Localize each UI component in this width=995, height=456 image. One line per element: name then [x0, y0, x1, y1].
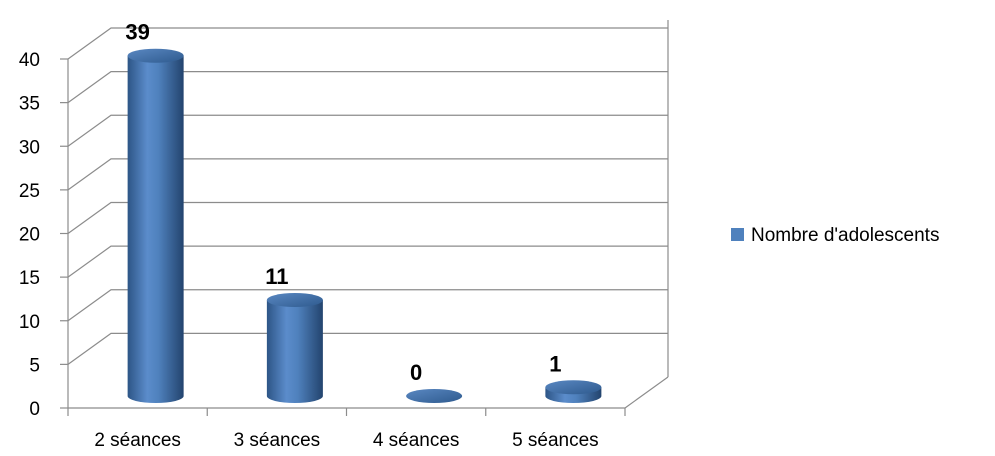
bar-top: [266, 293, 323, 308]
y-tick-label: 5: [29, 355, 40, 376]
legend-swatch: [731, 228, 744, 241]
bar: [406, 389, 463, 403]
category-label: 4 séances: [373, 430, 460, 451]
legend: Nombre d'adolescents: [731, 225, 939, 246]
gridline: [67, 27, 668, 60]
gridline: [67, 71, 668, 104]
plot-walls: [67, 20, 669, 416]
y-tick-label: 15: [19, 268, 40, 289]
y-axis-tick-labels: 0 5 10 15 20 25 30 35 40: [19, 50, 68, 420]
category-label: 3 séances: [234, 430, 321, 451]
gridline: [67, 114, 668, 147]
category-label: 2 séances: [94, 430, 181, 451]
bar-top: [545, 380, 602, 395]
data-label: 11: [265, 264, 288, 289]
gridline: [67, 158, 668, 191]
gridlines: [67, 27, 668, 365]
y-tick-label: 10: [19, 312, 40, 333]
legend-entry: Nombre d'adolescents: [751, 225, 939, 246]
bar-body: [266, 300, 323, 403]
category-label: 5 séances: [512, 430, 599, 451]
data-labels: 39 11 0 1: [125, 20, 561, 385]
data-label: 39: [125, 20, 149, 45]
y-tick-label: 30: [19, 137, 40, 158]
y-tick-label: 25: [19, 181, 40, 202]
y-tick-label: 40: [19, 50, 40, 71]
gridline: [67, 201, 668, 234]
data-label: 0: [410, 360, 422, 385]
x-axis-ticks: [67, 408, 626, 416]
bar-top: [406, 389, 463, 403]
gridline: [67, 332, 668, 365]
bar: [266, 293, 323, 403]
bar-top: [127, 48, 184, 63]
gridline: [67, 289, 668, 322]
data-label: 1: [549, 351, 561, 376]
category-labels: 2 séances 3 séances 4 séances 5 séances: [94, 430, 598, 451]
y-tick-label: 20: [19, 225, 40, 246]
bar-body: [127, 55, 184, 403]
y-tick-label: 0: [29, 399, 40, 420]
gridline: [67, 245, 668, 278]
y-tick-label: 35: [19, 94, 40, 115]
bar: [545, 380, 602, 403]
bars: [127, 48, 602, 403]
bar: [127, 48, 184, 403]
